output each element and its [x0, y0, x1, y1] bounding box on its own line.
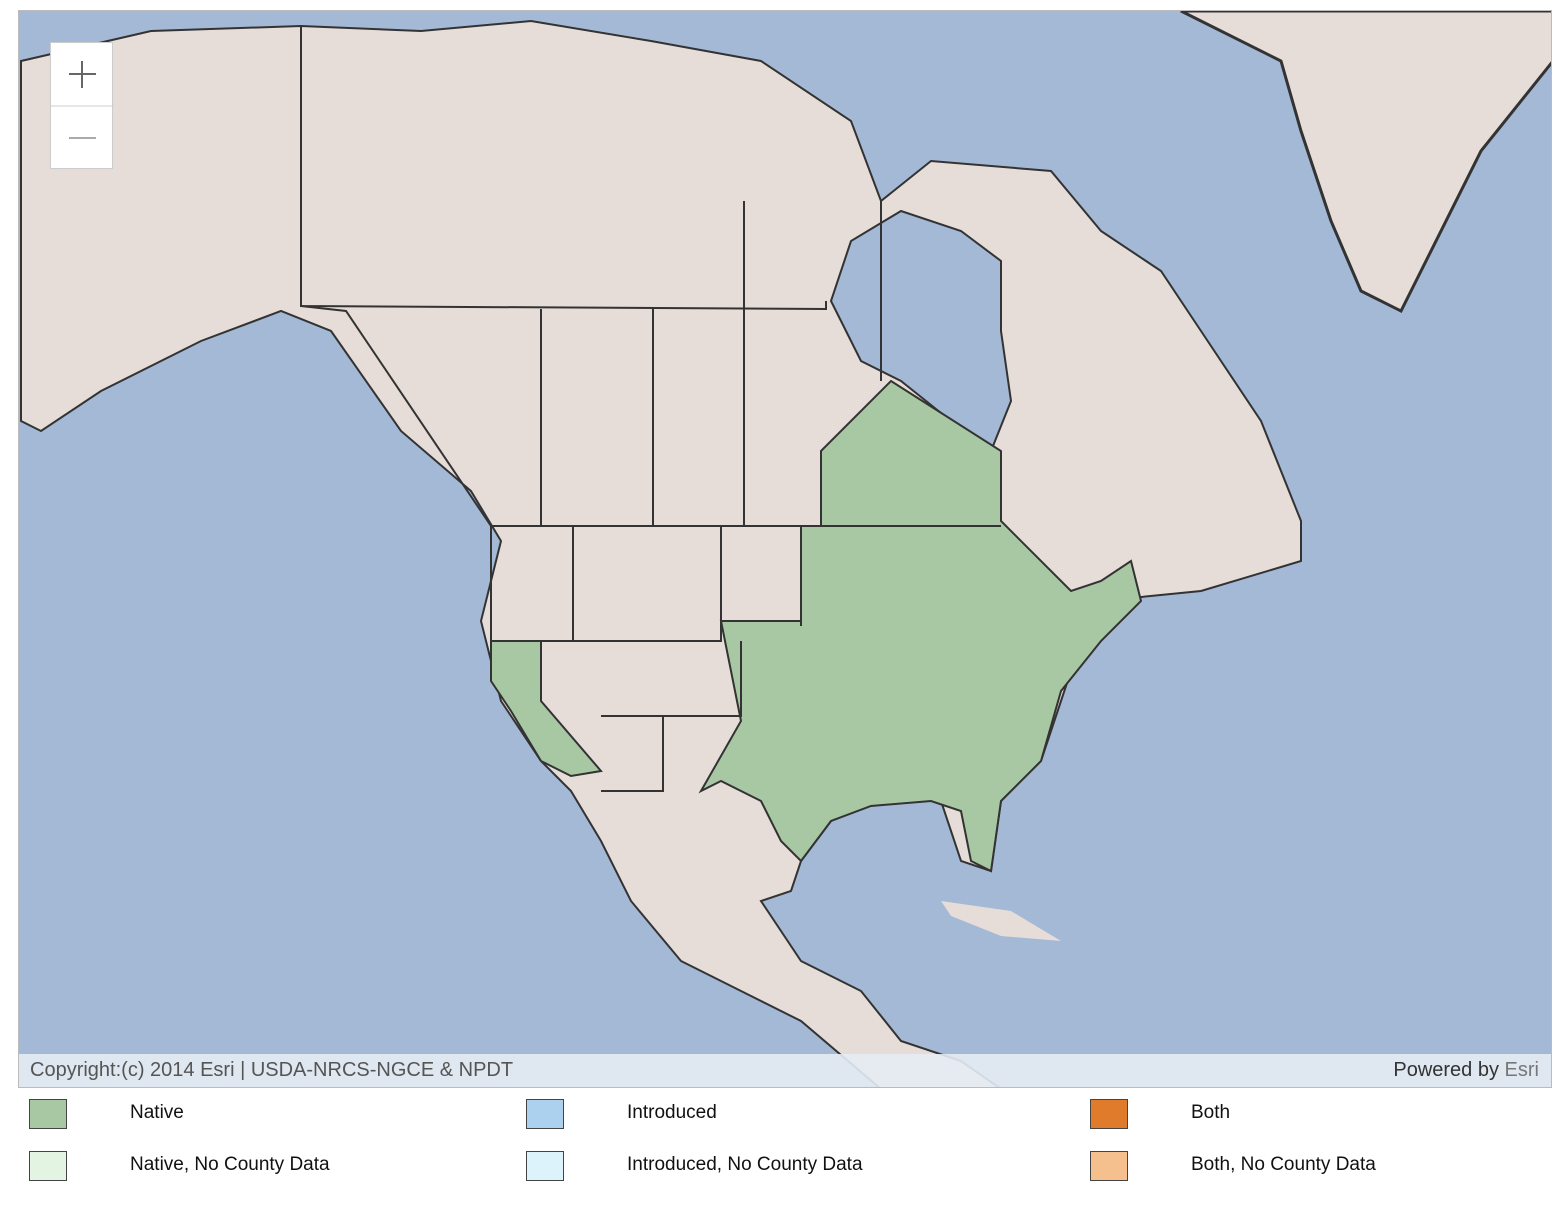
legend: Native Introduced Both Native, No County Da…	[0, 1088, 1568, 1210]
caribbean-islands	[941, 901, 1061, 941]
provider[interactable]: Esri	[1504, 1059, 1539, 1081]
legend-swatch	[526, 1151, 564, 1181]
borders	[300, 26, 1001, 792]
legend-label: Both, No County Data	[1191, 1154, 1376, 1175]
legend-swatch	[1090, 1099, 1128, 1129]
legend-label: Both	[1191, 1102, 1231, 1123]
map[interactable]: Copyright:(c) 2014 Esri | USDA-NRCS-NGCE…	[18, 10, 1552, 1088]
copyright: Copyright:(c) 2014 Esri | USDA-NRCS-NGCE…	[30, 1059, 514, 1081]
greenland	[1180, 11, 1551, 314]
hudson-bay	[829, 209, 1013, 453]
powered-by[interactable]: Powered by Esri	[1393, 1059, 1539, 1082]
zoom-in[interactable]	[51, 43, 114, 106]
native-range	[698, 379, 1143, 873]
native-range	[490, 640, 603, 778]
zoom-control	[50, 42, 114, 170]
attribution-bar: Copyright:(c) 2014 Esri | USDA-NRCS-NGCE…	[19, 1054, 1551, 1087]
legend-swatch	[29, 1099, 67, 1129]
zoom-icons	[51, 43, 114, 170]
legend-swatch	[29, 1151, 67, 1181]
powered-by-text: Powered by	[1393, 1059, 1499, 1081]
legend-swatch	[526, 1099, 564, 1129]
legend-label: Native, No County Data	[130, 1154, 330, 1175]
legend-swatch	[1090, 1151, 1128, 1181]
legend-label: Introduced	[627, 1102, 717, 1123]
legend-label: Native	[130, 1102, 184, 1123]
map-canvas	[19, 11, 1551, 1087]
zoom-out[interactable]	[51, 107, 114, 170]
legend-label: Introduced, No County Data	[627, 1154, 863, 1175]
